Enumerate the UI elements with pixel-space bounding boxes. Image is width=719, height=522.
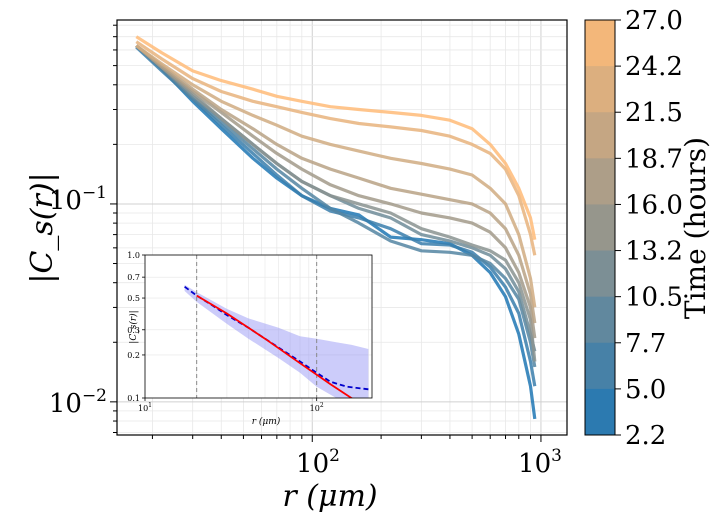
colorbar-ticks: 27.0 24.2 21.5 18.7 16.0 13.2 10.5 7.7 5.0 2.2 (615, 6, 683, 451)
series-line-t-24-2 (135, 40, 537, 256)
colorbar-tick-label: 10.5 (625, 283, 683, 313)
colorbar-tick-label: 7.7 (625, 329, 666, 359)
series-line-t-5-0 (135, 45, 537, 387)
series-line-t-2-2 (135, 44, 537, 420)
colorbar-label: Time (hours) (679, 137, 712, 319)
series-line-t-21-5 (135, 44, 537, 308)
colorbar-tick-label: 18.7 (625, 144, 683, 174)
inset-ytick-label: 0.7 (127, 273, 140, 282)
inset-fit-line (196, 294, 353, 398)
series-line-t-16-0 (135, 44, 537, 339)
colorbar-segment (585, 250, 615, 298)
main-xtick-label-1: 102 (296, 446, 340, 479)
inset-ytick-label: 0.2 (127, 351, 140, 360)
colorbar-segment (585, 158, 615, 205)
colorbar-tick-label: 5.0 (625, 375, 666, 405)
inset-ytick-label: 0.1 (127, 394, 140, 403)
colorbar-segment (585, 342, 615, 390)
series-line-t-18-7 (135, 44, 537, 324)
colorbar-tick-label: 2.2 (625, 421, 666, 451)
series-line-t-27-0 (135, 35, 537, 241)
colorbar-tick-label: 24.2 (625, 52, 683, 82)
series-line-t-7-7 (135, 44, 537, 368)
main-xtick-label-2: 103 (518, 446, 562, 479)
series-line-t-13-2 (135, 44, 537, 362)
inset-background (145, 255, 372, 398)
inset-series (184, 255, 369, 398)
main-ylabel: |C_s(r)| (25, 172, 60, 283)
colorbar-segment (585, 66, 615, 113)
inset-ylabel: |C_s(r)| (128, 310, 139, 343)
inset-xlabel: r (μm) (252, 416, 281, 427)
inset-ytick-label: 0.5 (127, 294, 140, 303)
colorbar-segment (585, 388, 615, 436)
main-xlabel: r (μm) (282, 479, 377, 514)
colorbar-tick-label: 13.2 (625, 237, 683, 267)
colorbar-frame (584, 19, 616, 436)
colorbar-tick-label: 21.5 (625, 98, 683, 128)
main-ticks (110, 24, 542, 442)
colorbar-segment (585, 204, 615, 252)
inset-ytick-label: 1.0 (127, 251, 140, 260)
inset-axes-frame (144, 254, 373, 399)
inset-mean-line (184, 285, 369, 391)
colorbar-tick-label: 27.0 (625, 6, 683, 36)
inset-tick-labels: 101 102 1.0 0.7 0.5 0.3 0.2 0.1 (127, 251, 324, 413)
inset-ytick-label: 0.3 (127, 326, 140, 335)
main-axes-frame (116, 19, 568, 436)
inset-spread-band (184, 284, 369, 398)
colorbar-tick-label: 16.0 (625, 190, 683, 220)
colorbar-segment (585, 296, 615, 344)
inset-xtick-label: 102 (310, 402, 324, 413)
main-ytick-label-2: 10−2 (49, 386, 107, 419)
colorbar (585, 20, 615, 436)
colorbar-segment (585, 20, 615, 67)
inset-xtick-label: 101 (138, 402, 152, 413)
colorbar-segment (585, 112, 615, 159)
main-series (135, 35, 537, 420)
